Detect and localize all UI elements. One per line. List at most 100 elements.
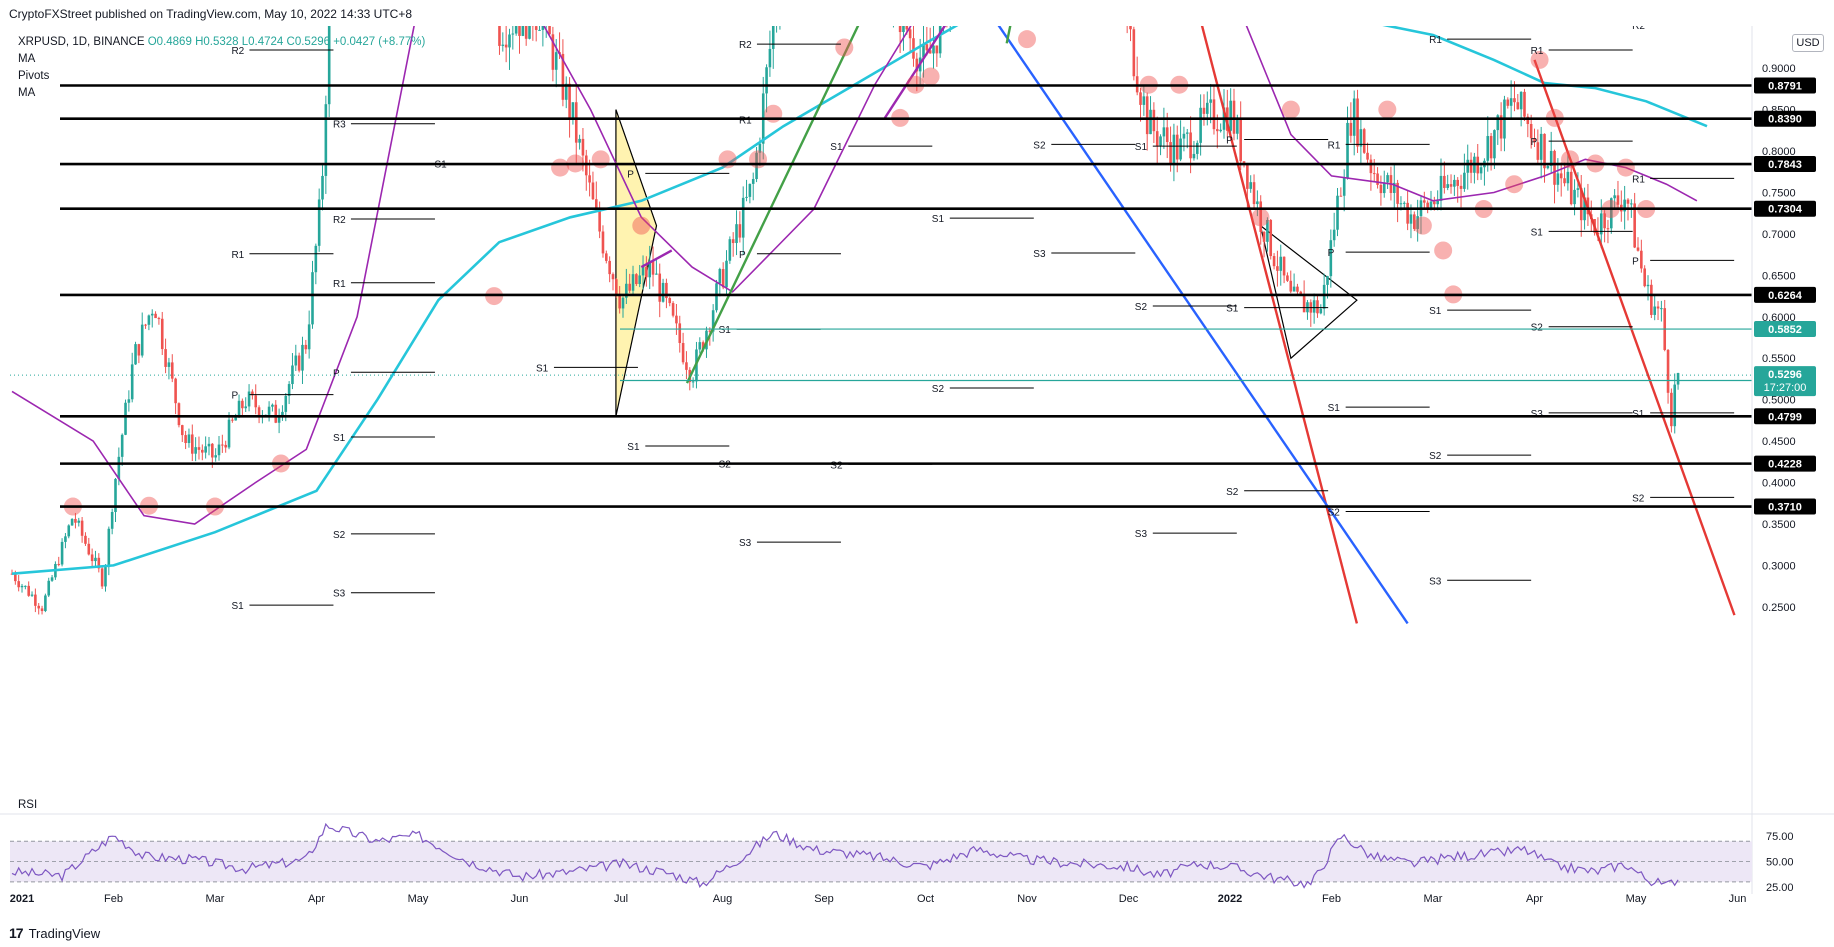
candle-body (1319, 308, 1323, 314)
candle-body (1139, 92, 1142, 105)
symbol-label[interactable]: XRPUSD, 1D, BINANCE (18, 36, 145, 48)
candle-body (721, 269, 725, 288)
x-tick-label: Dec (1119, 893, 1139, 905)
indicator-ma-2[interactable]: MA (18, 87, 36, 99)
candle-body (922, 44, 925, 58)
indicator-ma-1[interactable]: MA (18, 53, 36, 65)
candle-body (27, 585, 30, 596)
red-marker (1281, 100, 1300, 119)
candle-body (1459, 185, 1463, 189)
candle-body (588, 175, 591, 183)
candle-body (1219, 129, 1222, 132)
level-badge: 0.6264 (1768, 290, 1803, 302)
candle-body (711, 310, 715, 332)
candle-body (1342, 177, 1346, 196)
pivot-label: S1 (333, 433, 346, 444)
candle-body (271, 404, 274, 407)
ma-fast-line (11, 26, 1698, 525)
level-badge: 0.7843 (1768, 159, 1802, 171)
candle-body (30, 594, 34, 596)
candle-body (1673, 384, 1677, 427)
red-marker (718, 150, 737, 169)
level-badge-bg (1754, 408, 1816, 425)
candle-body (902, 26, 905, 33)
candle-body (635, 274, 638, 285)
ma-slow-line (11, 26, 1708, 575)
x-tick-label: Nov (1017, 893, 1037, 905)
candle-body (1603, 213, 1606, 229)
candle-body (1493, 130, 1496, 159)
candle-body (1349, 122, 1353, 136)
candle-body (197, 447, 201, 450)
candle-body (167, 362, 171, 367)
candle-body (277, 417, 281, 423)
candle-body (625, 283, 628, 298)
candle-body (314, 245, 318, 273)
candle-body (675, 315, 678, 324)
candle-body (321, 175, 324, 200)
pivot-label: S3 (1033, 249, 1046, 260)
red-marker (921, 67, 940, 86)
candle-body (1486, 136, 1490, 161)
candle-body (87, 543, 91, 555)
pivot-label: P (1226, 135, 1233, 146)
candle-body (1159, 136, 1162, 146)
candle-body (60, 541, 64, 565)
candle-body (908, 29, 912, 39)
tradingview-logo-text: TradingView (28, 925, 101, 941)
candle-body (1155, 131, 1159, 146)
candle-body (925, 44, 929, 51)
pivot-label: P (1531, 137, 1538, 148)
close-value: C0.5296 (286, 36, 331, 48)
currency-badge[interactable]: USD (1792, 34, 1824, 52)
candle-body (738, 224, 742, 238)
candle-body (1513, 98, 1516, 103)
red-marker (1378, 100, 1397, 119)
red-marker (551, 158, 570, 177)
candle-body (1489, 136, 1493, 159)
candle-body (74, 518, 77, 523)
low-value: L0.4724 (241, 36, 284, 48)
candle-body (621, 297, 625, 309)
candle-body (17, 581, 20, 588)
candle-body (1212, 99, 1216, 130)
candle-body (598, 209, 601, 232)
pivot-label: S3 (1429, 576, 1442, 587)
candle-body (20, 585, 24, 588)
tradingview-logo[interactable]: 17 TradingView (9, 925, 100, 941)
candle-body (1372, 173, 1376, 175)
candle-body (594, 199, 598, 210)
candle-body (935, 45, 939, 54)
candle-body (10, 573, 14, 575)
candle-body (741, 197, 745, 238)
y-tick-label: 0.5500 (1762, 353, 1796, 365)
candle-body (1296, 286, 1299, 292)
candle-body (1239, 118, 1242, 162)
candle-body (291, 365, 294, 385)
candle-body (107, 528, 111, 568)
candle-body (898, 26, 902, 33)
candle-body (1519, 91, 1523, 110)
candle-body (237, 400, 241, 418)
candle-body (1192, 153, 1196, 159)
pivot-label: R1 (1429, 35, 1442, 46)
change-value: +0.0427 (+8.77%) (333, 36, 426, 48)
y-tick-label: 0.6000 (1762, 312, 1796, 324)
candle-body (1145, 96, 1149, 135)
candle-body (190, 434, 194, 454)
pivot-label: R1 (1632, 174, 1645, 185)
candle-body (1439, 175, 1443, 201)
candle-body (1356, 98, 1359, 147)
candle-body (1496, 115, 1500, 131)
triangle-pattern (1259, 224, 1358, 360)
candle-body (1650, 284, 1653, 315)
price-chart[interactable]: R2 R3 R2 R1 R1 S1 P P S1 S2 S3 S1 S1 S1 P S1 S2 P R2 R1 S3 S2… (0, 26, 1834, 918)
candle-body (1142, 96, 1146, 105)
chart-legend: XRPUSD, 1D, BINANCE O0.4869 H0.5328 L0.4… (18, 34, 425, 102)
green-level-badge: 0.5852 (1768, 324, 1802, 336)
indicator-pivots[interactable]: Pivots (18, 70, 50, 82)
candle-body (164, 349, 167, 367)
candle-body (731, 239, 735, 244)
candle-body (504, 44, 508, 48)
candle-body (1332, 229, 1336, 241)
